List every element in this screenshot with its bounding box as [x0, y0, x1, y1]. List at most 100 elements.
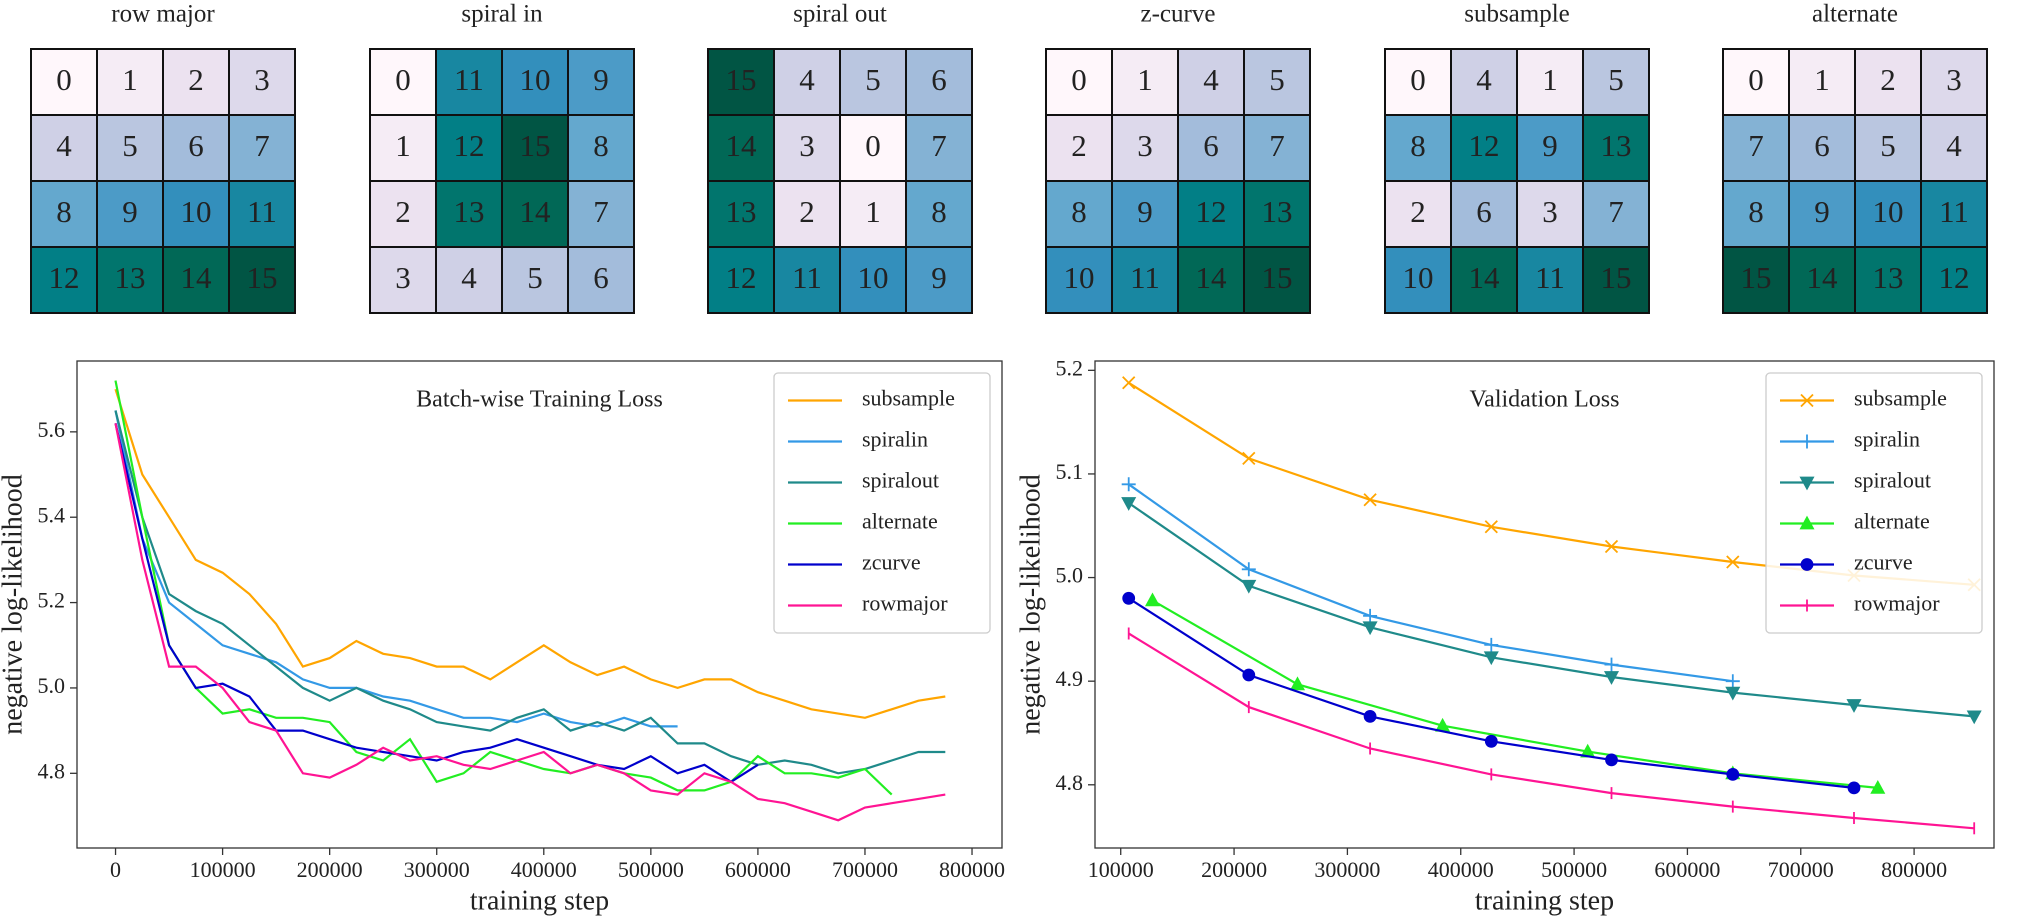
axes-frame [76, 360, 1003, 849]
cell-label: 2 [799, 194, 815, 229]
cell-label: 8 [593, 128, 609, 163]
cell-label: 14 [1469, 260, 1501, 295]
cell-label: 7 [254, 128, 270, 163]
cell-label: 15 [247, 260, 278, 295]
legend-label: spiralin [1854, 427, 1920, 452]
series-line [114, 388, 946, 719]
cell [1111, 246, 1179, 314]
x-tick-label: 300000 [1314, 857, 1380, 882]
cell-label: 1 [1814, 62, 1830, 97]
series-line [114, 410, 678, 728]
cell-label: 12 [1196, 194, 1227, 229]
cell-label: 4 [799, 62, 815, 97]
axes-frame [1094, 360, 1995, 849]
cell-label: 13 [726, 194, 757, 229]
cell [369, 246, 437, 314]
cell [905, 48, 973, 116]
cell [1722, 180, 1790, 248]
cell-label: 14 [520, 194, 552, 229]
cell-label: 14 [1807, 260, 1839, 295]
x-tick-label: 600000 [725, 857, 791, 882]
cell-label: 9 [593, 62, 609, 97]
cell [30, 246, 98, 314]
cell [435, 114, 503, 182]
cell [1582, 48, 1650, 116]
cell-label: 15 [726, 62, 757, 97]
y-tick-label: 5.6 [38, 417, 66, 442]
series-line [1128, 502, 1975, 718]
y-tick-label: 4.9 [1056, 666, 1084, 691]
cell-label: 1 [1137, 62, 1153, 97]
legend-label: subsample [1854, 386, 1947, 411]
cell-label: 12 [1939, 260, 1970, 295]
x-tick-label: 0 [110, 857, 121, 882]
cell [1854, 114, 1922, 182]
marker [1484, 637, 1499, 652]
cell [1582, 114, 1650, 182]
legend-label: alternate [1854, 509, 1930, 534]
cell-label: 7 [593, 194, 609, 229]
x-tick-label: 700000 [1768, 857, 1834, 882]
cell-label: 1 [122, 62, 138, 97]
cell [96, 48, 164, 116]
cell [1516, 48, 1584, 116]
cell [96, 246, 164, 314]
marker [1121, 477, 1136, 492]
cell-label: 2 [395, 194, 411, 229]
y-tick-label: 4.8 [1056, 770, 1084, 795]
cell [1045, 48, 1113, 116]
cell [228, 180, 296, 248]
cell [1722, 48, 1790, 116]
cell-label: 6 [931, 62, 947, 97]
x-tick-label: 600000 [1654, 857, 1720, 882]
legend-label: spiralout [1854, 468, 1931, 493]
legend-label: rowmajor [1854, 591, 1940, 616]
cell-label: 15 [1601, 260, 1632, 295]
y-axis-label: negative log-likelihood [1015, 474, 1046, 735]
cell-label: 2 [188, 62, 204, 97]
marker [1846, 699, 1862, 713]
cell [773, 180, 841, 248]
cell [839, 246, 907, 314]
cell [369, 48, 437, 116]
cell [1384, 180, 1452, 248]
cell [501, 114, 569, 182]
legend-label: alternate [862, 509, 938, 534]
marker [1605, 753, 1618, 767]
cell [501, 246, 569, 314]
series-line [114, 423, 759, 784]
legend-marker [1799, 476, 1815, 491]
cell-label: 6 [593, 260, 609, 295]
cell-label: 7 [931, 128, 947, 163]
x-tick-label: 400000 [511, 857, 577, 882]
cell [1516, 180, 1584, 248]
marker [1362, 621, 1378, 636]
grid-title: subsample [1464, 1, 1570, 28]
cell-label: 12 [1469, 128, 1500, 163]
cell [1450, 246, 1518, 314]
cell [1788, 246, 1856, 314]
cell-label: 14 [181, 260, 213, 295]
y-tick-label: 5.2 [38, 588, 66, 613]
marker [1604, 657, 1619, 672]
cell-label: 3 [1946, 62, 1962, 97]
cell [96, 114, 164, 182]
series-line [114, 380, 893, 796]
cell [567, 48, 635, 116]
cell-label: 1 [1542, 62, 1558, 97]
cell-label: 9 [1814, 194, 1830, 229]
marker [1484, 734, 1498, 748]
x-tick-label: 200000 [297, 857, 363, 882]
cell-label: 0 [1410, 62, 1426, 97]
cell [369, 114, 437, 182]
grid-title: alternate [1812, 1, 1898, 28]
cell [30, 48, 98, 116]
cell-label: 5 [122, 128, 138, 163]
cell-label: 5 [1608, 62, 1624, 97]
x-tick-label: 800000 [1881, 857, 1947, 882]
cell [1045, 246, 1113, 314]
legend-marker [1800, 434, 1814, 449]
cell [1111, 114, 1179, 182]
marker [1725, 674, 1740, 689]
